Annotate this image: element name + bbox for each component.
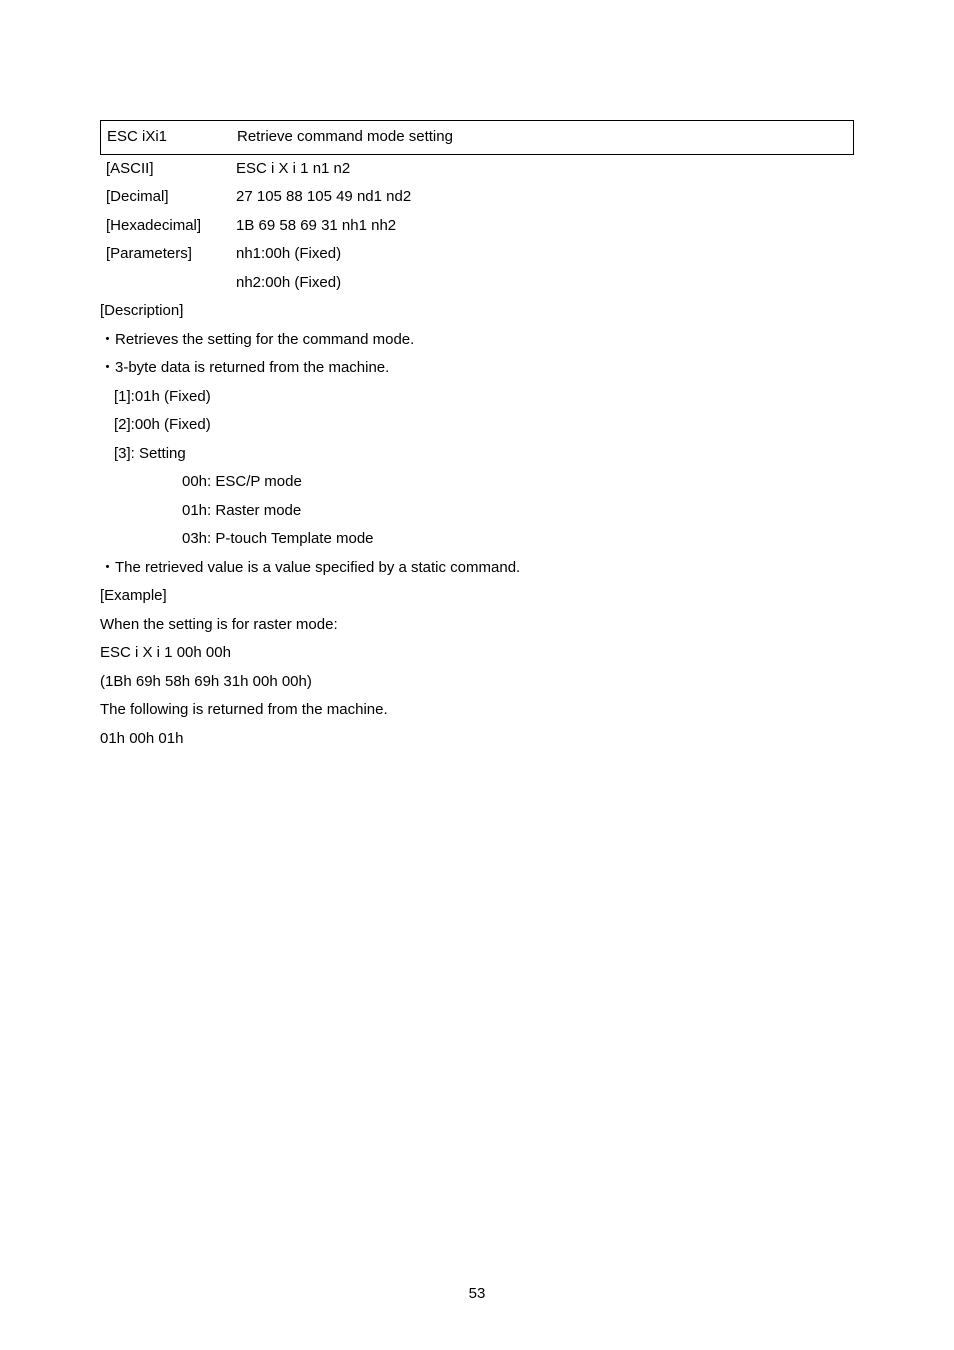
desc-line-2: ・3-byte data is returned from the machin… <box>100 354 854 383</box>
def-row-ascii: [ASCII] ESC i X i 1 n1 n2 <box>100 155 854 184</box>
def-row-hex: [Hexadecimal] 1B 69 58 69 31 nh1 nh2 <box>100 212 854 241</box>
example-line-3: (1Bh 69h 58h 69h 31h 00h 00h) <box>100 668 854 697</box>
example-header: [Example] <box>100 582 854 611</box>
desc-byte-3: [3]: Setting <box>100 440 854 469</box>
desc-byte-2: [2]:00h (Fixed) <box>100 411 854 440</box>
desc-mode-3: 03h: P-touch Template mode <box>100 525 854 554</box>
example-line-5: 01h 00h 01h <box>100 725 854 754</box>
def-val-parameters: nh1:00h (Fixed) <box>236 240 341 269</box>
def-val-ascii: ESC i X i 1 n1 n2 <box>236 155 350 184</box>
page-number: 53 <box>0 1285 954 1302</box>
def-val-decimal: 27 105 88 105 49 nd1 nd2 <box>236 183 411 212</box>
def-row-decimal: [Decimal] 27 105 88 105 49 nd1 nd2 <box>100 183 854 212</box>
def-key-decimal: [Decimal] <box>106 183 236 212</box>
command-name: ESC iXi1 <box>107 123 237 152</box>
description-header: [Description] <box>100 297 854 326</box>
def-val-parameters2: nh2:00h (Fixed) <box>236 269 341 298</box>
def-key-hex: [Hexadecimal] <box>106 212 236 241</box>
desc-line-1: ・Retrieves the setting for the command m… <box>100 326 854 355</box>
example-line-1: When the setting is for raster mode: <box>100 611 854 640</box>
example-line-4: The following is returned from the machi… <box>100 696 854 725</box>
def-row-parameters2: nh2:00h (Fixed) <box>100 269 854 298</box>
command-title: Retrieve command mode setting <box>237 123 453 152</box>
def-val-hex: 1B 69 58 69 31 nh1 nh2 <box>236 212 396 241</box>
def-key-ascii: [ASCII] <box>106 155 236 184</box>
desc-mode-1: 00h: ESC/P mode <box>100 468 854 497</box>
command-header-box: ESC iXi1 Retrieve command mode setting <box>100 120 854 155</box>
def-key-parameters: [Parameters] <box>106 240 236 269</box>
desc-mode-2: 01h: Raster mode <box>100 497 854 526</box>
example-line-2: ESC i X i 1 00h 00h <box>100 639 854 668</box>
def-row-parameters: [Parameters] nh1:00h (Fixed) <box>100 240 854 269</box>
desc-byte-1: [1]:01h (Fixed) <box>100 383 854 412</box>
page-content: ESC iXi1 Retrieve command mode setting [… <box>0 0 954 753</box>
desc-line-3: ・The retrieved value is a value specifie… <box>100 554 854 583</box>
